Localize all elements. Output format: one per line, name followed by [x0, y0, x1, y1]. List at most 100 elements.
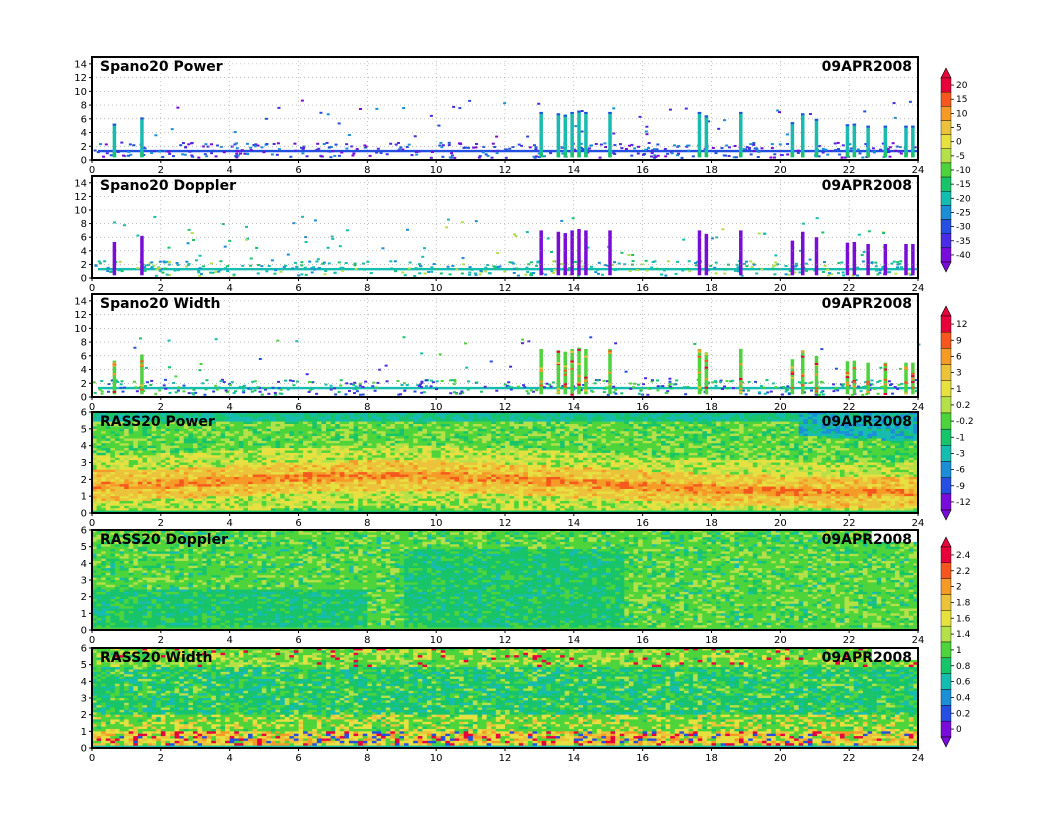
heat-cell [436, 426, 441, 429]
return-pixel [661, 385, 664, 387]
return-pixel [489, 272, 492, 274]
heat-cell [97, 494, 102, 497]
heat-cell [234, 431, 239, 434]
heat-cell [179, 477, 184, 480]
return-pixel [899, 260, 902, 262]
heat-cell [129, 491, 134, 494]
return-pixel [787, 274, 790, 276]
heat-cell [97, 465, 102, 468]
heat-cell [211, 446, 216, 449]
heat-cell [294, 494, 299, 497]
return-pixel [712, 147, 715, 149]
heat-cell [303, 419, 308, 422]
heat-cell [165, 487, 170, 490]
heat-cell [152, 436, 157, 439]
heat-cell [133, 438, 138, 441]
heat-cell [225, 465, 230, 468]
return-pixel [550, 386, 553, 388]
heat-cell [399, 443, 404, 446]
heat-cell [152, 489, 157, 492]
heat-cell [193, 448, 198, 451]
heat-cell [367, 419, 372, 422]
return-pixel [837, 142, 840, 144]
heat-cell [289, 477, 294, 480]
heat-cell [312, 441, 317, 444]
heat-cell [354, 494, 359, 497]
echo-column-speck [866, 381, 870, 383]
return-pixel [192, 239, 195, 241]
heat-cell [101, 463, 106, 466]
heat-cell [165, 455, 170, 458]
heat-cell [377, 477, 382, 480]
heat-cell [101, 496, 106, 499]
heat-cell [193, 431, 198, 434]
heat-cell [262, 429, 267, 432]
heat-cell [165, 441, 170, 444]
heat-cell [161, 487, 166, 490]
heat-cell [344, 477, 349, 480]
heat-cell [193, 487, 198, 490]
heat-cell [312, 472, 317, 475]
heat-cell [299, 499, 304, 502]
echo-column-speck [608, 383, 612, 385]
heat-cell [142, 465, 147, 468]
heat-cell [441, 494, 446, 497]
heat-cell [335, 426, 340, 429]
return-pixel [259, 391, 262, 393]
return-pixel [402, 107, 405, 109]
return-pixel [873, 152, 876, 154]
heat-cell [225, 453, 230, 456]
heat-cell [138, 501, 143, 504]
return-pixel [835, 387, 838, 389]
heat-cell [381, 501, 386, 504]
heat-cell [381, 446, 386, 449]
heat-cell [184, 460, 189, 463]
heat-cell [294, 424, 299, 427]
return-pixel [656, 143, 659, 145]
heat-cell [129, 479, 134, 482]
return-pixel [246, 143, 249, 145]
heat-cell [321, 484, 326, 487]
heat-cell [367, 494, 372, 497]
heat-cell [436, 489, 441, 492]
heat-cell [106, 463, 111, 466]
heat-cell [253, 472, 258, 475]
heat-cell [372, 417, 377, 420]
heat-cell [138, 448, 143, 451]
return-pixel [629, 388, 632, 390]
return-pixel [94, 265, 97, 267]
echo-column-speck [846, 384, 850, 386]
heat-cell [216, 494, 221, 497]
return-pixel [395, 144, 398, 146]
heat-cell [184, 494, 189, 497]
heat-cell [280, 458, 285, 461]
heat-cell [220, 458, 225, 461]
heat-cell [239, 477, 244, 480]
heat-cell [377, 494, 382, 497]
heat-cell [308, 424, 313, 427]
heat-cell [220, 487, 225, 490]
heat-cell [303, 508, 308, 511]
heat-cell [225, 491, 230, 494]
heat-cell [289, 441, 294, 444]
heat-cell [390, 477, 395, 480]
return-pixel [453, 157, 456, 159]
heat-cell [427, 494, 432, 497]
heat-cell [142, 506, 147, 509]
heat-cell [317, 424, 322, 427]
heat-cell [97, 496, 102, 499]
heat-cell [207, 496, 212, 499]
heat-cell [271, 431, 276, 434]
heat-cell [276, 479, 281, 482]
heat-cell [243, 422, 248, 425]
echo-column-speck [140, 389, 144, 391]
return-pixel [327, 247, 330, 249]
return-pixel [408, 144, 411, 146]
heat-cell [239, 434, 244, 437]
heat-cell [97, 460, 102, 463]
heat-cell [381, 436, 386, 439]
heat-cell [377, 434, 382, 437]
return-pixel [448, 142, 451, 144]
heat-cell [331, 470, 336, 473]
heat-cell [188, 487, 193, 490]
